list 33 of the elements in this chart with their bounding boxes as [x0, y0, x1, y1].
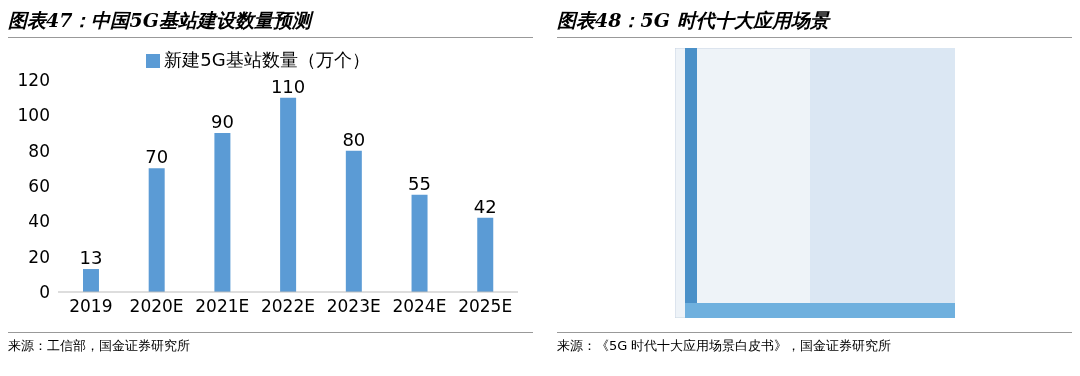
data-label: 55	[408, 172, 431, 194]
data-label: 13	[79, 247, 103, 269]
data-label: 80	[342, 128, 366, 150]
chart-title: 图表47：中国5G基站建设数量预测	[8, 8, 533, 38]
data-label: 110	[270, 75, 306, 97]
source-note: 来源：工信部，国金证券研究所	[8, 332, 533, 355]
legend-label: 新建5G基站数量（万个）	[164, 49, 370, 70]
y-tick-label: 20	[28, 246, 50, 267]
bar	[477, 217, 494, 292]
bar	[345, 150, 362, 292]
bar	[148, 168, 165, 292]
x-tick-label: 2025E	[458, 296, 513, 317]
bar	[214, 133, 231, 292]
x-tick-label: 2019	[69, 296, 113, 317]
y-tick-label: 0	[39, 282, 50, 303]
x-tick-label: 2022E	[260, 296, 316, 317]
text: 图表48：5G 时代十大应用场景	[557, 8, 1072, 38]
x-tick-label: 2024E	[392, 296, 447, 317]
data-label: 42	[473, 195, 497, 217]
bar	[82, 269, 99, 292]
source-note: 来源：《5G 时代十大应用场景白皮书》，国金证券研究所	[557, 332, 1072, 355]
bar	[280, 97, 297, 292]
x-tick-label: 2023E	[326, 296, 381, 317]
data-label: 90	[210, 111, 234, 132]
bar	[411, 194, 428, 292]
y-tick-label: 120	[17, 70, 50, 91]
y-tick-label: 100	[17, 105, 50, 126]
y-tick-label: 60	[28, 176, 50, 197]
data-label: 70	[145, 146, 169, 168]
y-tick-label: 80	[28, 140, 50, 161]
x-tick-label: 2020E	[129, 296, 184, 317]
y-tick-label: 40	[28, 211, 50, 232]
x-tick-label: 2021E	[195, 296, 250, 317]
